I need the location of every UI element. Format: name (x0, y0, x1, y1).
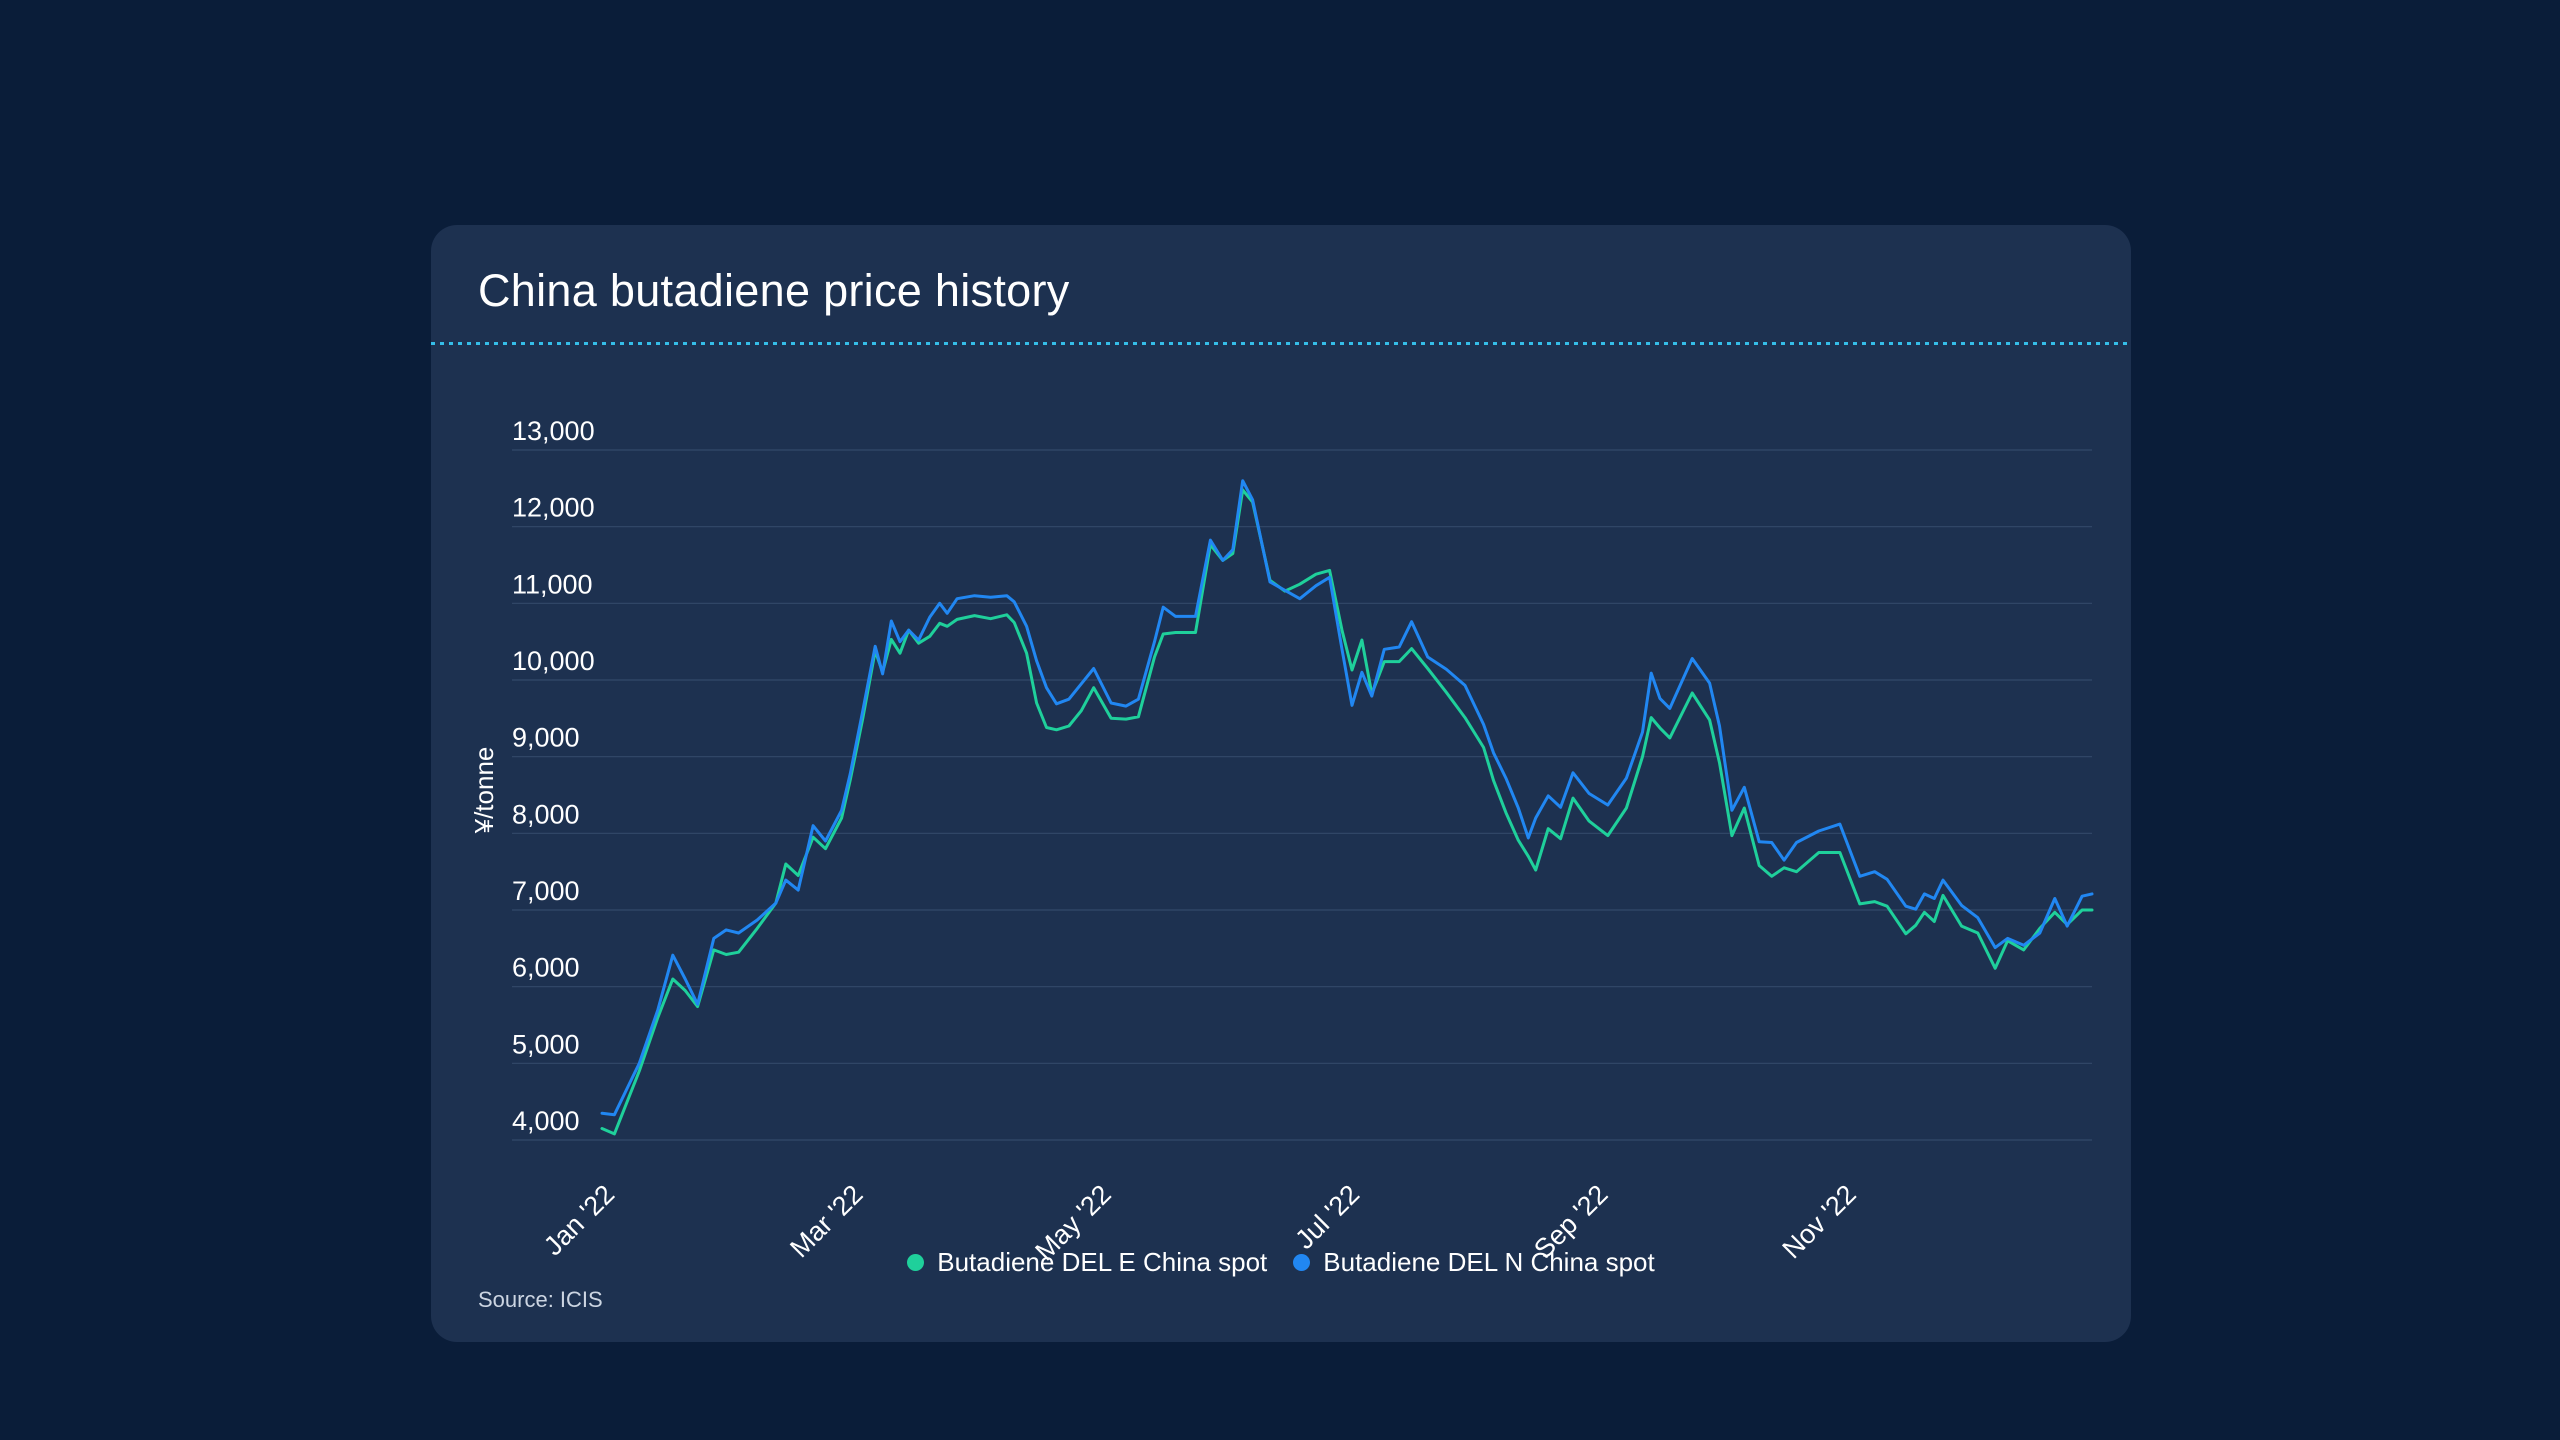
y-tick-label: 13,000 (512, 416, 595, 446)
series-line-n-china (600, 479, 2094, 1117)
series-line-e-china (600, 488, 2094, 1136)
source-label: Source: ICIS (478, 1287, 603, 1312)
chart-card: China butadiene price history 4,000 5,000… (431, 225, 2131, 1342)
y-tick-label: 6,000 (512, 953, 580, 983)
legend-label-n-china: Butadiene DEL N China spot (1323, 1247, 1655, 1277)
y-tick-label: 11,000 (512, 569, 593, 599)
legend-dot-n-china-icon (1293, 1254, 1311, 1271)
y-tick-label: 8,000 (512, 799, 580, 829)
legend-dot-e-china-icon (907, 1254, 925, 1271)
chart-legend: Butadiene DEL E China spot Butadiene DEL… (431, 1247, 2131, 1278)
y-axis-title: ¥/tonne (469, 747, 499, 835)
y-tick-label: 10,000 (512, 646, 595, 676)
y-tick-label: 9,000 (512, 723, 580, 753)
chart-svg: 4,000 5,000 6,000 7,000 8,000 9,000 10,000 11,0… (469, 416, 2094, 1267)
y-tick-label: 5,000 (512, 1029, 580, 1059)
legend-label-e-china: Butadiene DEL E China spot (937, 1247, 1268, 1277)
chart-title: China butadiene price history (478, 265, 1070, 316)
y-tick-label: 7,000 (512, 876, 580, 906)
legend-item-n-china[interactable]: Butadiene DEL N China spot (1293, 1247, 1655, 1278)
legend-item-e-china[interactable]: Butadiene DEL E China spot (907, 1247, 1267, 1278)
title-divider (431, 342, 2131, 345)
y-tick-label: 4,000 (512, 1106, 580, 1136)
x-tick-label: Jul '22 (1289, 1179, 1365, 1255)
y-tick-label: 12,000 (512, 493, 595, 523)
